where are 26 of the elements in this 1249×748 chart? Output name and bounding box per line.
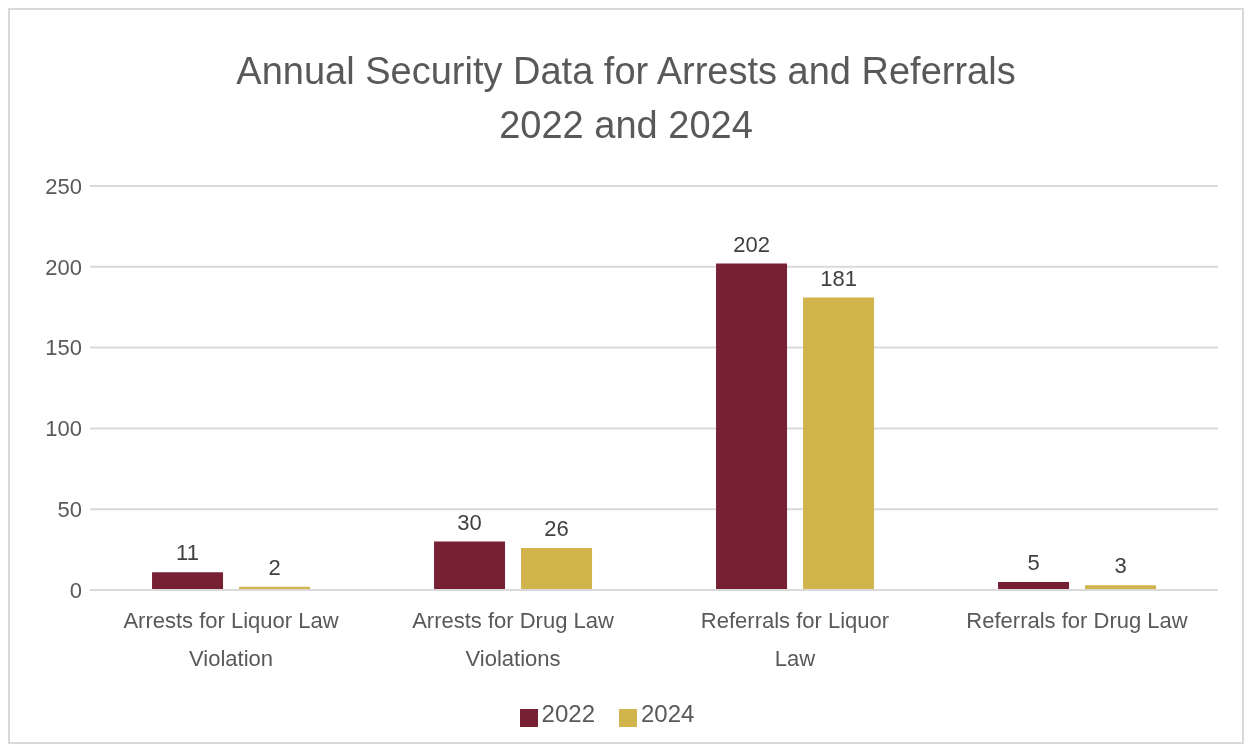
data-label: 3 [1114, 553, 1127, 579]
x-tick-label: Arrests for Drug Law Violations [412, 608, 614, 671]
data-label: 202 [733, 231, 770, 257]
x-tick-label: Referrals for Liquor Law [700, 608, 890, 671]
data-label: 11 [176, 540, 199, 566]
bar [716, 263, 788, 590]
x-tick-label: Arrests for Liquor Law Violation [123, 608, 339, 671]
data-label: 2 [268, 554, 281, 580]
bar [152, 572, 224, 590]
data-label: 26 [544, 515, 569, 541]
y-tick-label: 0 [69, 577, 82, 603]
legend-label: 2022 [541, 700, 595, 727]
y-tick-label: 50 [57, 497, 82, 523]
data-label: 181 [820, 265, 857, 291]
chart-title: Annual Security Data for Arrests and Referrals 2022 and 2024 [235, 49, 1017, 148]
bar [521, 547, 593, 590]
y-tick-label: 250 [45, 173, 82, 199]
bar [803, 297, 875, 590]
bar [434, 541, 506, 590]
y-tick-label: 100 [45, 416, 82, 442]
data-label: 5 [1027, 549, 1040, 575]
x-tick-label: Referrals for Drug Law [966, 608, 1188, 633]
legend-label: 2024 [641, 700, 695, 727]
data-label: 30 [457, 509, 482, 535]
y-tick-label: 200 [45, 254, 82, 280]
y-tick-label: 150 [45, 335, 82, 361]
